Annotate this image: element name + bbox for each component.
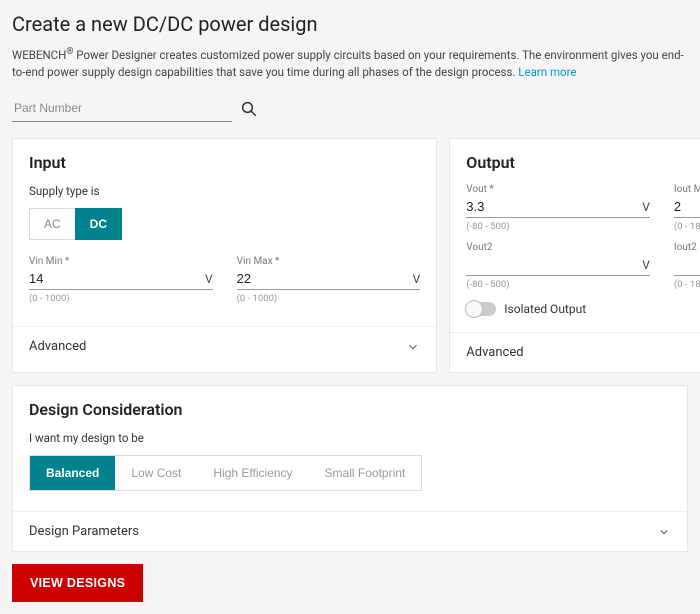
- vin-min-input[interactable]: [29, 269, 205, 289]
- output-title: Output: [466, 153, 700, 172]
- search-icon[interactable]: [240, 100, 258, 118]
- iout2-max-hint: (0 - 180): [674, 279, 700, 290]
- part-number-input[interactable]: [12, 95, 232, 122]
- vout2-field: Vout2 V (-80 - 500): [466, 242, 650, 290]
- vin-max-field: Vin Max * V (0 - 1000): [237, 256, 421, 304]
- view-designs-button[interactable]: VIEW DESIGNS: [12, 564, 143, 602]
- vin-max-input[interactable]: [237, 269, 413, 289]
- input-card: Input Supply type is AC DC Vin Min * V (…: [12, 138, 437, 373]
- iout-max-input[interactable]: [674, 197, 700, 217]
- title-prefix: Create a new: [12, 12, 133, 36]
- isolated-output-toggle[interactable]: [466, 302, 496, 316]
- vout2-unit: V: [642, 258, 650, 275]
- vout2-hint: (-80 - 500): [466, 279, 650, 290]
- iout-max-field: Iout Max * A (0 - 180): [674, 184, 700, 232]
- design-title: Design Consideration: [29, 400, 671, 419]
- input-advanced-expander[interactable]: Advanced: [13, 326, 436, 366]
- design-lead: I want my design to be: [29, 431, 671, 445]
- title-mode: DC/DC: [133, 12, 194, 36]
- learn-more-link[interactable]: Learn more: [518, 65, 576, 79]
- goal-balanced-button[interactable]: Balanced: [30, 456, 115, 490]
- goal-high-efficiency-button[interactable]: High Efficiency: [197, 456, 308, 490]
- isolated-output-label: Isolated Output: [504, 302, 586, 316]
- iout2-max-input[interactable]: [674, 255, 700, 275]
- iout-max-label: Iout Max *: [674, 184, 700, 195]
- output-advanced-label: Advanced: [466, 345, 523, 360]
- design-parameters-label: Design Parameters: [29, 524, 139, 539]
- chevron-down-icon: [657, 525, 671, 539]
- vout2-label: Vout2: [466, 242, 650, 253]
- design-consideration-card: Design Consideration I want my design to…: [12, 385, 688, 552]
- goal-small-footprint-button[interactable]: Small Footprint: [309, 456, 422, 490]
- vin-min-label: Vin Min *: [29, 256, 213, 267]
- vout2-input[interactable]: [466, 255, 642, 275]
- design-goal-segmented: Balanced Low Cost High Efficiency Small …: [29, 455, 422, 491]
- vout-input[interactable]: [466, 197, 642, 217]
- output-advanced-expander[interactable]: Advanced: [450, 332, 700, 372]
- vin-min-unit: V: [205, 272, 213, 289]
- intro-brand: WEBENCH: [12, 48, 66, 62]
- intro-body: Power Designer creates customized power …: [12, 48, 684, 79]
- iout2-max-field: Iout2 Max A (0 - 180): [674, 242, 700, 290]
- vin-min-field: Vin Min * V (0 - 1000): [29, 256, 213, 304]
- vin-max-label: Vin Max *: [237, 256, 421, 267]
- vin-max-hint: (0 - 1000): [237, 293, 421, 304]
- output-card: Output Vout * V (-80 - 500) Iout Max * A: [449, 138, 700, 373]
- input-advanced-label: Advanced: [29, 339, 86, 354]
- vout-unit: V: [642, 200, 650, 217]
- chevron-down-icon: [406, 340, 420, 354]
- vout-hint: (-80 - 500): [466, 221, 650, 232]
- part-search: [12, 95, 688, 122]
- vin-max-unit: V: [413, 272, 421, 289]
- title-suffix: power design: [193, 12, 317, 36]
- page-title: Create a new DC/DC power design: [12, 12, 688, 36]
- intro-text: WEBENCH® Power Designer creates customiz…: [12, 46, 688, 81]
- vout-field: Vout * V (-80 - 500): [466, 184, 650, 232]
- vout-label: Vout *: [466, 184, 650, 195]
- input-title: Input: [29, 153, 420, 172]
- supply-ac-button[interactable]: AC: [29, 208, 75, 240]
- vin-min-hint: (0 - 1000): [29, 293, 213, 304]
- goal-low-cost-button[interactable]: Low Cost: [115, 456, 197, 490]
- iout-max-hint: (0 - 180): [674, 221, 700, 232]
- iout2-max-label: Iout2 Max: [674, 242, 700, 253]
- supply-dc-button[interactable]: DC: [75, 208, 122, 240]
- design-parameters-expander[interactable]: Design Parameters: [13, 511, 687, 551]
- supply-type-label: Supply type is: [29, 184, 420, 198]
- supply-type-toggle: AC DC: [29, 208, 420, 240]
